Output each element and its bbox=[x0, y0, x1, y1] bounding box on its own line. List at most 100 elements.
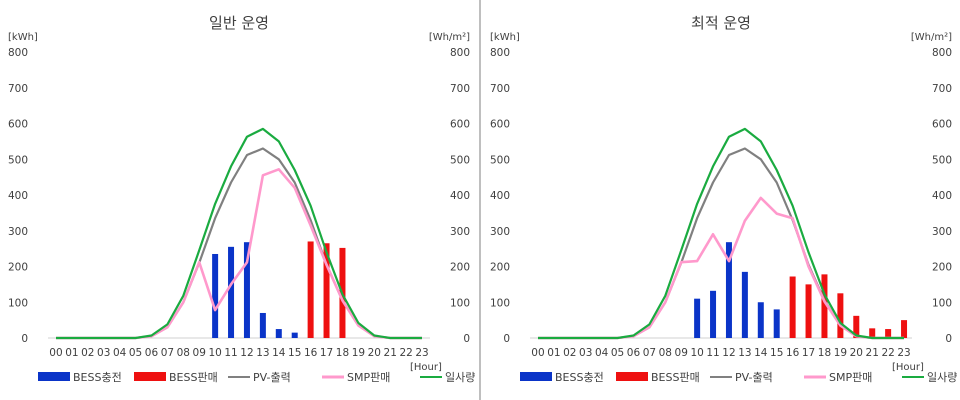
y-left-tick-label: 500 bbox=[8, 154, 28, 166]
x-tick-label: 13 bbox=[256, 347, 269, 359]
y-right-tick-label: 500 bbox=[450, 154, 470, 166]
bar-BESS충전 bbox=[275, 329, 282, 338]
x-tick-label: 12 bbox=[722, 347, 735, 359]
bar-BESS충전 bbox=[243, 242, 250, 338]
legend-label-BESS판매: BESS판매 bbox=[651, 371, 700, 384]
bar-BESS충전 bbox=[694, 298, 701, 338]
y-right-tick-label: 800 bbox=[450, 47, 470, 59]
line-SMP판매 bbox=[56, 168, 422, 340]
line-SMP판매 bbox=[538, 196, 904, 340]
x-unit: [Hour] bbox=[410, 362, 442, 373]
y-left-unit: [kWh] bbox=[490, 32, 520, 43]
x-tick-label: 17 bbox=[802, 347, 815, 359]
chart-panel-normal-operation: 일반 운영 [kWh] [Wh/m²] [Hour] 0 0 100 100 200 200 300… bbox=[0, 0, 478, 400]
x-tick-label: 07 bbox=[161, 347, 174, 359]
legend-label-일사량: 일사량 bbox=[445, 370, 475, 384]
y-left-tick-label: 700 bbox=[490, 83, 510, 95]
bar-BESS충전 bbox=[291, 332, 298, 338]
y-right-tick-label: 100 bbox=[450, 297, 470, 309]
x-tick-label: 10 bbox=[690, 347, 703, 359]
x-tick-label: 10 bbox=[208, 347, 221, 359]
bar-BESS판매 bbox=[901, 320, 908, 338]
y-right-tick-label: 300 bbox=[450, 226, 470, 238]
x-tick-label: 11 bbox=[706, 347, 719, 359]
x-tick-label: 21 bbox=[866, 347, 879, 359]
legend-label-PV-출력: PV-출력 bbox=[253, 371, 291, 384]
x-tick-label: 15 bbox=[770, 347, 783, 359]
bar-BESS판매 bbox=[307, 241, 314, 338]
x-tick-label: 01 bbox=[65, 347, 78, 359]
panel-divider bbox=[479, 0, 481, 400]
y-right-tick-label: 100 bbox=[932, 297, 952, 309]
y-right-tick-label: 300 bbox=[932, 226, 952, 238]
legend-label-BESS판매: BESS판매 bbox=[169, 371, 218, 384]
bar-BESS판매 bbox=[853, 315, 860, 338]
x-tick-label: 03 bbox=[579, 347, 592, 359]
line-일사량 bbox=[538, 127, 904, 340]
bar-BESS판매 bbox=[837, 293, 844, 338]
x-tick-label: 23 bbox=[897, 347, 910, 359]
y-right-unit: [Wh/m²] bbox=[429, 32, 470, 43]
bar-BESS충전 bbox=[741, 271, 748, 338]
chart-title: 일반 운영 bbox=[209, 14, 269, 32]
x-tick-label: 02 bbox=[81, 347, 94, 359]
x-tick-label: 04 bbox=[113, 347, 127, 359]
y-left-tick-label: 400 bbox=[490, 190, 510, 202]
x-tick-label: 19 bbox=[352, 347, 365, 359]
bar-BESS판매 bbox=[885, 329, 892, 338]
y-left-tick-label: 500 bbox=[490, 154, 510, 166]
y-left-tick-label: 800 bbox=[8, 47, 28, 59]
x-tick-label: 00 bbox=[531, 347, 544, 359]
legend-label-PV-출력: PV-출력 bbox=[735, 371, 773, 384]
x-tick-label: 14 bbox=[754, 347, 768, 359]
x-tick-label: 11 bbox=[224, 347, 237, 359]
x-tick-label: 05 bbox=[611, 347, 624, 359]
x-tick-label: 20 bbox=[850, 347, 863, 359]
x-tick-label: 18 bbox=[336, 347, 349, 359]
x-tick-label: 05 bbox=[129, 347, 142, 359]
chart-panel-optimal-operation: 최적 운영 [kWh] [Wh/m²] [Hour] 0 0 100 100 200 200 300… bbox=[482, 0, 960, 400]
x-tick-label: 20 bbox=[368, 347, 381, 359]
legend-label-BESS충전: BESS충전 bbox=[555, 371, 604, 384]
x-tick-label: 13 bbox=[738, 347, 751, 359]
bar-BESS충전 bbox=[710, 290, 717, 338]
y-right-unit: [Wh/m²] bbox=[911, 32, 952, 43]
y-right-tick-label: 200 bbox=[450, 262, 470, 274]
bar-BESS충전 bbox=[773, 309, 780, 338]
x-tick-label: 21 bbox=[384, 347, 397, 359]
y-left-tick-label: 600 bbox=[8, 119, 28, 131]
x-tick-label: 16 bbox=[304, 347, 318, 359]
y-left-tick-label: 0 bbox=[21, 333, 28, 345]
x-tick-label: 04 bbox=[595, 347, 609, 359]
bar-BESS충전 bbox=[725, 242, 732, 338]
bar-BESS판매 bbox=[789, 276, 796, 338]
x-tick-label: 15 bbox=[288, 347, 301, 359]
y-left-tick-label: 400 bbox=[8, 190, 28, 202]
y-right-tick-label: 700 bbox=[932, 83, 952, 95]
y-left-tick-label: 0 bbox=[503, 333, 510, 345]
legend-swatch-BESS판매 bbox=[616, 372, 648, 381]
x-tick-label: 18 bbox=[818, 347, 831, 359]
y-left-unit: [kWh] bbox=[8, 32, 38, 43]
y-left-tick-label: 200 bbox=[490, 262, 510, 274]
y-right-tick-label: 600 bbox=[932, 119, 952, 131]
legend-swatch-BESS충전 bbox=[38, 372, 70, 381]
y-right-tick-label: 400 bbox=[932, 190, 952, 202]
y-right-tick-label: 500 bbox=[932, 154, 952, 166]
x-tick-label: 12 bbox=[240, 347, 253, 359]
y-left-tick-label: 300 bbox=[490, 226, 510, 238]
x-tick-label: 08 bbox=[177, 347, 190, 359]
x-tick-label: 07 bbox=[643, 347, 656, 359]
legend-label-SMP판매: SMP판매 bbox=[347, 371, 390, 384]
bar-BESS판매 bbox=[821, 274, 828, 338]
legend-label-일사량: 일사량 bbox=[927, 370, 957, 384]
y-right-tick-label: 400 bbox=[450, 190, 470, 202]
y-left-tick-label: 700 bbox=[8, 83, 28, 95]
y-left-tick-label: 300 bbox=[8, 226, 28, 238]
bar-BESS판매 bbox=[805, 284, 812, 338]
x-tick-label: 16 bbox=[786, 347, 800, 359]
x-tick-label: 19 bbox=[834, 347, 847, 359]
bar-BESS충전 bbox=[757, 302, 764, 338]
y-right-tick-label: 800 bbox=[932, 47, 952, 59]
